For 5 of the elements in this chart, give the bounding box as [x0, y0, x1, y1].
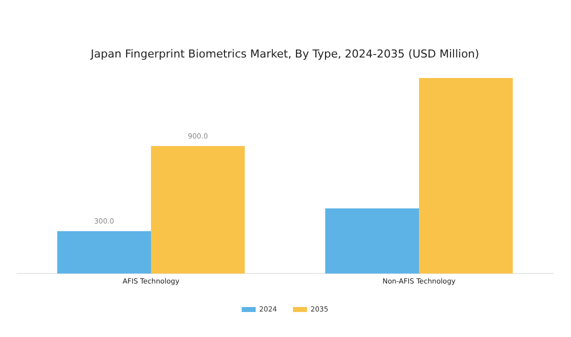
bar	[57, 231, 151, 274]
chart-title: Japan Fingerprint Biometrics Market, By Type, 2024-2035 (USD Million)	[90, 47, 480, 60]
bar	[419, 78, 513, 274]
bar	[151, 146, 245, 274]
bar	[325, 208, 419, 274]
